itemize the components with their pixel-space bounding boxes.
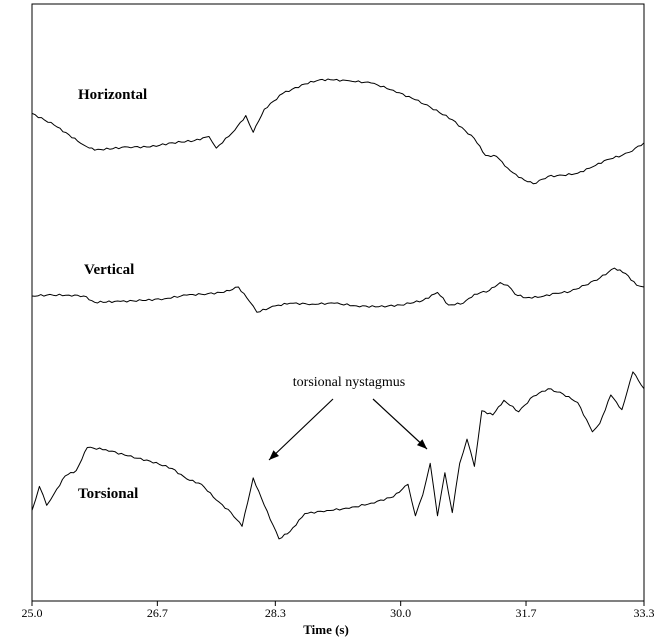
trace-vertical xyxy=(31,267,645,313)
trace-horizontal xyxy=(31,78,645,185)
trace-label-horizontal: Horizontal xyxy=(78,87,147,103)
plot-frame xyxy=(31,3,645,602)
x-axis-label: Time (s) xyxy=(303,622,349,637)
nystagmus-annotation: torsional nystagmus xyxy=(268,375,428,461)
x-tick-label: 26.7 xyxy=(147,606,168,620)
annotation-text: torsional nystagmus xyxy=(293,375,405,390)
trace-group xyxy=(31,78,645,540)
annotation-arrowhead xyxy=(269,450,279,460)
trace-label-group: Horizontal Vertical Torsional xyxy=(78,87,147,502)
x-tick-label: 31.7 xyxy=(516,606,537,620)
x-tick-label: 25.0 xyxy=(22,606,43,620)
annotation-arrow xyxy=(372,398,428,450)
x-axis-ticks: 25.0 26.7 28.3 30.0 31.7 33.3 xyxy=(22,601,654,620)
trace-torsional xyxy=(31,371,645,540)
x-tick-label: 28.3 xyxy=(265,606,286,620)
annotation-arrow xyxy=(268,398,334,461)
trace-label-vertical: Vertical xyxy=(84,262,134,278)
trace-label-torsional: Torsional xyxy=(78,486,138,502)
x-tick-label: 33.3 xyxy=(634,606,654,620)
annotation-arrowhead xyxy=(416,439,427,449)
x-tick-label: 30.0 xyxy=(390,606,411,620)
